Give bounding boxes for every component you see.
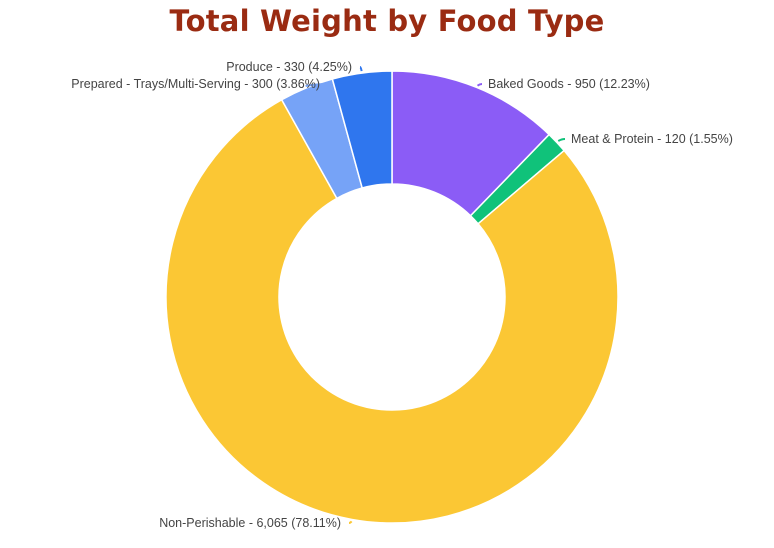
data-label-produce: Produce - 330 (4.25%) xyxy=(226,60,352,74)
leader-line-prepared-trays-multi-serving xyxy=(305,83,329,87)
slice-non-perishable[interactable] xyxy=(165,98,619,524)
data-label-meat-protein: Meat & Protein - 120 (1.55%) xyxy=(571,132,733,146)
data-label-baked-goods: Baked Goods - 950 (12.23%) xyxy=(488,77,650,91)
leader-line-non-perishable xyxy=(348,520,353,524)
slice-produce[interactable] xyxy=(331,70,393,189)
labels-layer: Baked Goods - 950 (12.23%) Meat & Protein… xyxy=(71,60,733,530)
data-label-prepared-trays-multi-serving: Prepared - Trays/Multi-Serving - 300 (3.… xyxy=(71,77,320,91)
chart-title: Total Weight by Food Type xyxy=(169,4,605,38)
leader-line-meat-protein xyxy=(557,138,566,142)
leader-line-produce xyxy=(359,66,363,72)
leader-line-baked-goods xyxy=(476,83,483,87)
data-label-non-perishable: Non-Perishable - 6,065 (78.11%) xyxy=(159,516,341,530)
slices-layer xyxy=(165,70,619,524)
